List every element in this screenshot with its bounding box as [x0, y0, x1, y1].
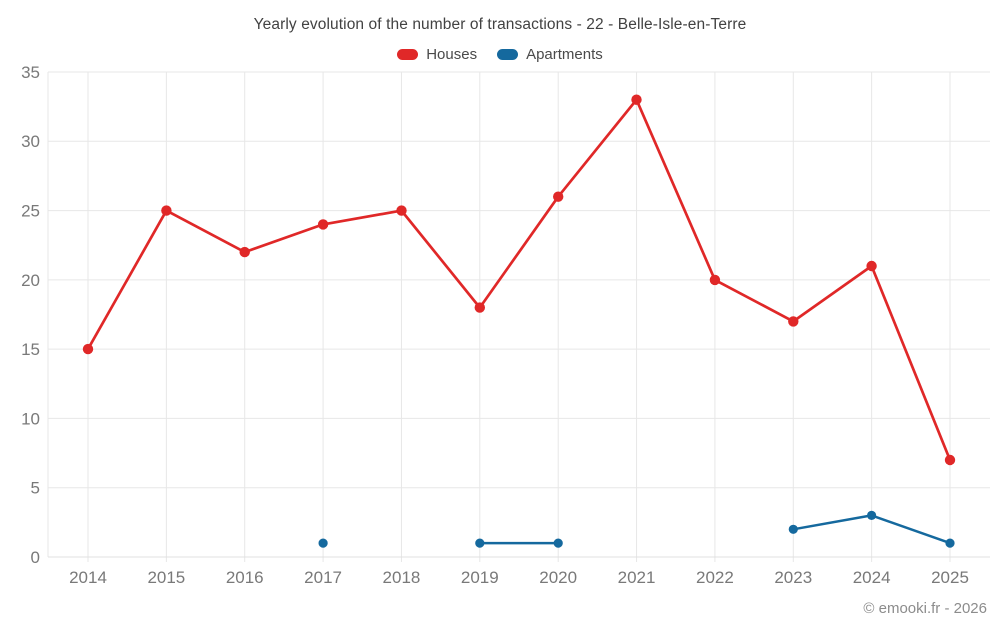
data-point-houses-2025[interactable] — [944, 454, 956, 466]
data-point-houses-2019[interactable] — [474, 302, 485, 313]
x-tick-label: 2019 — [461, 568, 499, 587]
data-point-houses-2015[interactable] — [161, 205, 172, 216]
y-tick-label: 15 — [21, 340, 40, 359]
apartments-legend-label: Apartments — [526, 46, 603, 63]
data-point-houses-2017[interactable] — [317, 219, 329, 230]
houses-legend-swatch-icon — [397, 49, 419, 60]
y-tick-label: 20 — [21, 271, 40, 290]
legend-item-houses[interactable]: Houses — [397, 46, 477, 63]
data-point-houses-2016[interactable] — [239, 246, 250, 258]
y-tick-label: 0 — [31, 548, 40, 567]
x-tick-label: 2014 — [69, 568, 107, 587]
y-tick-label: 30 — [21, 132, 40, 151]
data-point-apartments-2019[interactable] — [475, 538, 485, 548]
data-point-houses-2023[interactable] — [788, 316, 799, 327]
y-tick-label: 25 — [21, 202, 40, 221]
x-tick-label: 2022 — [696, 568, 734, 587]
x-tick-label: 2016 — [226, 568, 264, 587]
data-point-houses-2014[interactable] — [82, 343, 94, 355]
houses-legend-label: Houses — [426, 46, 478, 63]
x-tick-label: 2025 — [931, 568, 969, 587]
data-point-houses-2021[interactable] — [631, 94, 642, 105]
data-point-apartments-2025[interactable] — [945, 538, 955, 548]
data-point-apartments-2024[interactable] — [867, 510, 877, 520]
x-tick-label: 2018 — [383, 568, 421, 587]
y-tick-label: 35 — [21, 63, 40, 82]
data-point-apartments-2017[interactable] — [318, 538, 328, 548]
x-tick-label: 2021 — [618, 568, 656, 587]
data-point-houses-2024[interactable] — [866, 260, 877, 272]
data-point-houses-2018[interactable] — [396, 205, 407, 216]
legend-item-apartments[interactable]: Apartments — [497, 46, 603, 63]
data-point-houses-2022[interactable] — [709, 274, 721, 286]
apartments-legend-swatch-icon — [497, 49, 519, 60]
chart-title: Yearly evolution of the number of transa… — [253, 16, 747, 33]
series-line-houses — [86, 98, 952, 462]
y-tick-label: 10 — [21, 409, 40, 428]
x-tick-label: 2023 — [774, 568, 812, 587]
data-point-houses-2020[interactable] — [553, 191, 564, 202]
x-tick-label: 2017 — [304, 568, 342, 587]
x-tick-label: 2024 — [853, 568, 891, 587]
x-tick-label: 2015 — [147, 568, 185, 587]
chart-legend: Houses Apartments — [0, 46, 1000, 63]
data-point-apartments-2020[interactable] — [553, 538, 563, 548]
copyright-caption: © emooki.fr - 2026 — [863, 600, 987, 617]
x-tick-label: 2020 — [539, 568, 577, 587]
data-point-apartments-2023[interactable] — [788, 524, 798, 534]
y-tick-label: 5 — [31, 479, 40, 498]
